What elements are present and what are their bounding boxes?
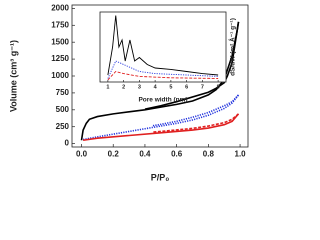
series-line (80, 21, 240, 141)
x-tick-label: 8 (217, 84, 220, 90)
x-tick-label: 1 (106, 84, 109, 90)
series-line (144, 21, 240, 110)
plot-frame (99, 11, 227, 83)
x-tick-label: 4 (154, 84, 158, 90)
x-axis-label: Pore width (nm) (138, 97, 187, 104)
chart: 0.0 0.2 0.4 0.6 0.8 1.0 0 250 500 750 1000 1250 1500… (8, 3, 249, 182)
y-axis-label: Volume (cm³ g⁻¹) (8, 40, 18, 112)
series-line (82, 94, 240, 141)
series-line (82, 113, 240, 142)
y-tick-label: 0 (65, 139, 70, 148)
series-line (107, 15, 219, 76)
y-tick-label: 1750 (51, 20, 69, 29)
series-line (107, 60, 219, 79)
x-tick-label: 6 (185, 84, 188, 90)
x-tick-label: 3 (138, 84, 141, 90)
x-tick-label: 7 (201, 84, 204, 90)
x-tick-label: 0.2 (108, 149, 120, 158)
y-tick-label: 250 (56, 122, 70, 131)
y-tick-label: 750 (56, 88, 70, 97)
y-tick-label: 2000 (51, 3, 69, 12)
y-tick-label: 1250 (51, 54, 69, 63)
series-line (152, 113, 240, 133)
y-tick-label: 1500 (51, 37, 69, 46)
y-axis-label: dS/dW (m² Å⁻¹ g⁻¹) (228, 18, 237, 76)
x-axis-label: P/P₀ (151, 172, 170, 182)
y-tick-label: 500 (56, 105, 70, 114)
x-tick-label: 0.8 (203, 149, 215, 158)
series-line (152, 94, 240, 127)
x-tick-label: 0.0 (76, 149, 88, 158)
x-tick-label: 0.6 (171, 149, 183, 158)
x-tick-label: 5 (169, 84, 172, 90)
y-tick-label: 1000 (51, 71, 69, 80)
x-tick-label: 2 (122, 84, 125, 90)
x-tick-label: 0.4 (139, 149, 151, 158)
series-line (107, 70, 219, 81)
x-tick-label: 1.0 (235, 149, 247, 158)
